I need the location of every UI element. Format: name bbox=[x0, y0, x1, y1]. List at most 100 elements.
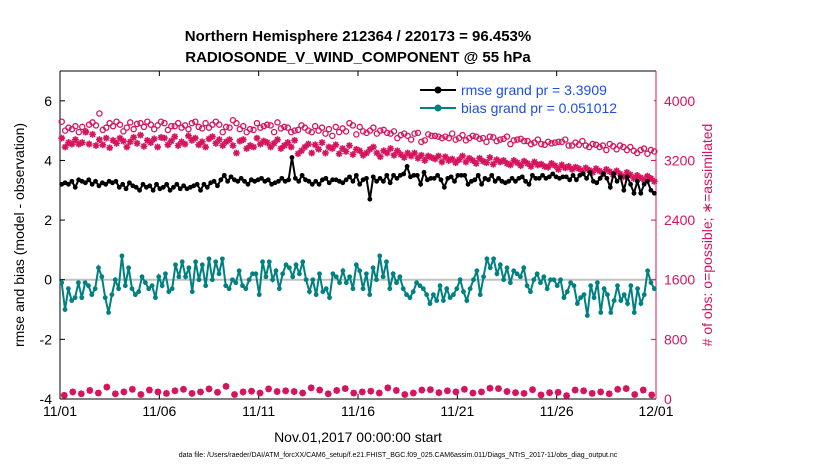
possible-point bbox=[260, 122, 268, 130]
y-right-tick-label: 2400 bbox=[664, 212, 695, 228]
bias-point bbox=[62, 307, 68, 312]
possible-point bbox=[561, 136, 569, 143]
y-right-tick-label: 800 bbox=[664, 331, 688, 347]
bias-point bbox=[484, 256, 490, 262]
rmse-point bbox=[475, 172, 481, 178]
rmse-point bbox=[370, 174, 376, 180]
assimilated-point bbox=[373, 149, 381, 157]
assimilated-point bbox=[181, 140, 189, 148]
assimilated-point bbox=[188, 136, 196, 144]
assimilated-point bbox=[383, 149, 391, 157]
bias-point bbox=[628, 283, 634, 289]
bias-point bbox=[621, 292, 627, 298]
assimilated-point bbox=[541, 163, 549, 170]
possible-point bbox=[483, 138, 490, 146]
bias-point bbox=[250, 271, 255, 277]
assimilated-point bbox=[58, 134, 66, 142]
assimilated-point bbox=[596, 167, 603, 175]
bias-point bbox=[374, 277, 379, 283]
bias-point bbox=[427, 301, 433, 306]
possible-point bbox=[582, 142, 590, 149]
bias-point bbox=[564, 289, 570, 295]
bias-point bbox=[481, 274, 486, 280]
assimilated-point bbox=[191, 134, 199, 142]
assimilated-point bbox=[455, 156, 463, 164]
rmse-point bbox=[546, 174, 552, 180]
possible-point bbox=[75, 128, 83, 136]
rmse-point bbox=[421, 169, 427, 175]
possible-point bbox=[219, 128, 226, 136]
assimilated-point bbox=[551, 162, 559, 170]
y-axis-left-label: rmse and bias (model - observation) bbox=[11, 123, 27, 347]
bias-point bbox=[276, 286, 282, 292]
rmse-point bbox=[472, 177, 478, 183]
assimilated-point bbox=[287, 143, 295, 151]
assimilated-point bbox=[274, 136, 281, 143]
bias-point bbox=[601, 286, 607, 292]
bias-point bbox=[561, 295, 567, 301]
rmse-point bbox=[323, 175, 329, 181]
possible-point bbox=[424, 131, 432, 138]
rmse-point bbox=[221, 172, 227, 178]
assimilated-low-point bbox=[418, 386, 426, 394]
assimilated-point bbox=[393, 147, 401, 155]
rmse-point bbox=[123, 186, 129, 192]
assimilated-point bbox=[572, 163, 579, 171]
assimilated-point bbox=[493, 156, 501, 164]
y-axis-right-label: # of obs: o=possible; ∗=assimilated bbox=[699, 124, 715, 347]
assimilated-point bbox=[164, 141, 172, 149]
possible-point bbox=[96, 110, 103, 117]
possible-point bbox=[281, 123, 288, 131]
assimilated-point bbox=[568, 166, 576, 173]
assimilated-point bbox=[476, 154, 483, 162]
assimilated-point bbox=[116, 134, 124, 142]
assimilated-low-point bbox=[103, 383, 111, 391]
assimilated-low-point bbox=[597, 388, 605, 396]
bias-point bbox=[618, 298, 624, 303]
bias-point bbox=[507, 280, 513, 286]
assimilated-point bbox=[486, 154, 494, 161]
rmse-point bbox=[69, 178, 75, 184]
assimilated-point bbox=[236, 137, 244, 145]
rmse-point bbox=[235, 178, 241, 184]
bias-point bbox=[514, 271, 520, 277]
bias-point bbox=[497, 262, 503, 268]
possible-point bbox=[510, 137, 518, 144]
y-right-tick-label: 1600 bbox=[664, 272, 695, 288]
assimilated-point bbox=[452, 159, 460, 167]
bias-point bbox=[286, 265, 292, 271]
assimilated-point bbox=[363, 149, 370, 157]
bias-point bbox=[430, 292, 436, 298]
rmse-point bbox=[529, 172, 535, 178]
bias-point bbox=[256, 292, 262, 298]
possible-point bbox=[548, 140, 555, 147]
assimilated-point bbox=[626, 171, 634, 179]
bias-point bbox=[651, 286, 657, 292]
possible-point bbox=[476, 135, 483, 143]
possible-point bbox=[102, 124, 110, 131]
assimilated-point bbox=[315, 145, 323, 153]
assimilated-point bbox=[483, 159, 490, 167]
possible-point bbox=[579, 137, 586, 145]
possible-point bbox=[555, 138, 562, 146]
rmse-point bbox=[448, 174, 454, 180]
rmse-point bbox=[404, 164, 410, 169]
possible-point bbox=[514, 136, 521, 143]
rmse-point bbox=[160, 184, 166, 190]
bias-point bbox=[156, 274, 162, 280]
assimilated-point bbox=[500, 157, 507, 164]
possible-point bbox=[270, 128, 278, 136]
possible-point bbox=[544, 138, 552, 146]
assimilated-low-point bbox=[214, 388, 221, 396]
assimilated-point bbox=[507, 161, 514, 169]
assimilated-point bbox=[246, 142, 254, 149]
bias-point bbox=[320, 289, 326, 295]
rmse-point bbox=[204, 184, 210, 190]
assimilated-low-point bbox=[239, 388, 247, 396]
bias-point bbox=[578, 295, 584, 301]
rmse-point bbox=[631, 190, 637, 196]
possible-point bbox=[390, 128, 398, 135]
possible-point bbox=[538, 140, 545, 148]
assimilated-low-point bbox=[546, 389, 553, 397]
assimilated-low-point bbox=[495, 385, 502, 392]
